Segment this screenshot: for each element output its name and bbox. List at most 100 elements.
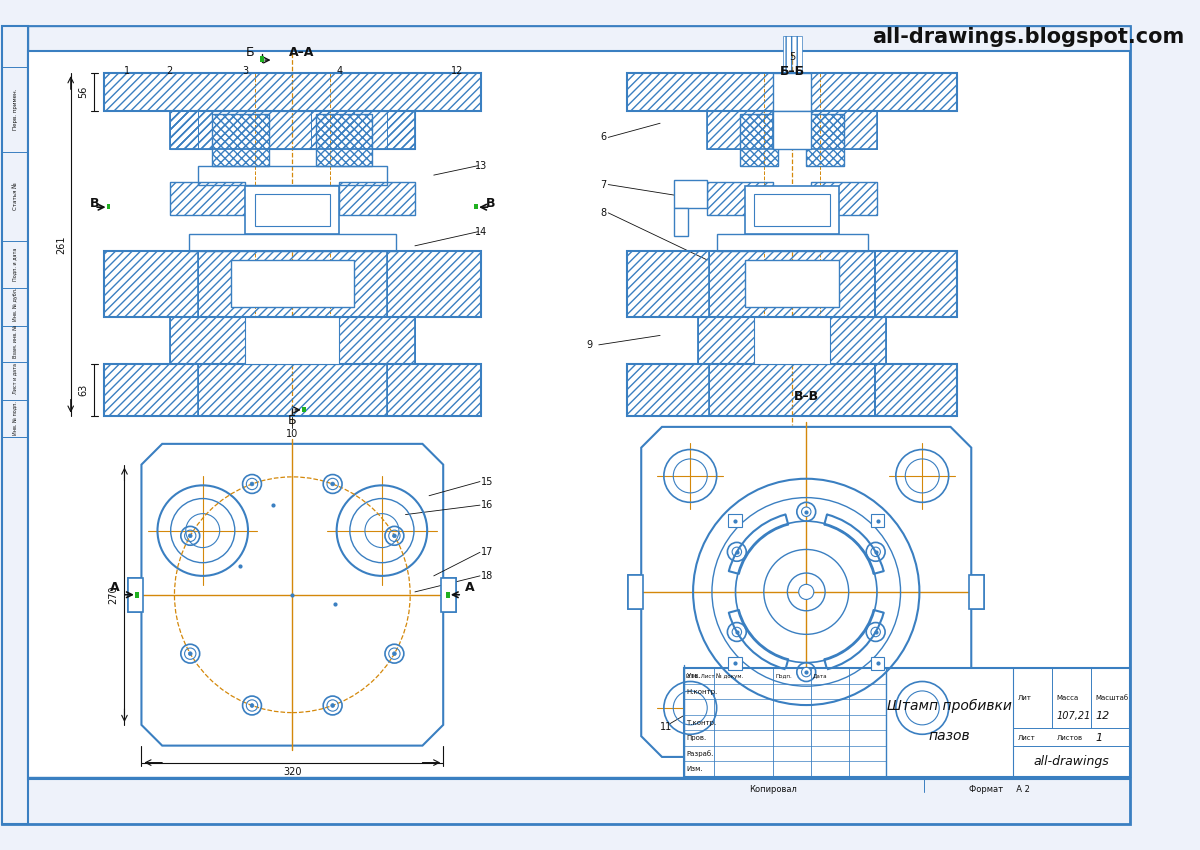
Bar <box>628 251 709 316</box>
Circle shape <box>188 534 192 538</box>
Text: Пров.: Пров. <box>686 735 707 741</box>
Bar <box>728 514 742 527</box>
Text: Б: Б <box>288 414 296 427</box>
Bar <box>773 111 811 149</box>
Circle shape <box>392 652 396 655</box>
Bar <box>707 182 773 215</box>
Text: Утв.: Утв. <box>686 673 701 679</box>
Text: 5: 5 <box>788 52 796 62</box>
Text: 12: 12 <box>451 66 463 76</box>
Bar <box>103 73 481 111</box>
Bar <box>103 251 198 316</box>
Text: А–А: А–А <box>289 46 314 59</box>
Bar <box>103 364 198 416</box>
Bar <box>169 111 198 149</box>
Bar <box>709 251 874 316</box>
Bar <box>316 114 372 166</box>
Bar <box>740 114 778 166</box>
Bar <box>628 73 958 111</box>
Bar <box>698 316 887 364</box>
Bar <box>2 26 29 824</box>
Bar <box>728 657 742 670</box>
Bar <box>198 364 386 416</box>
Bar <box>103 251 481 316</box>
Text: 56: 56 <box>78 86 88 99</box>
Bar <box>103 364 481 416</box>
Bar <box>875 251 958 316</box>
Bar <box>198 251 386 316</box>
Bar <box>442 578 456 612</box>
Text: all-drawings.blogspot.com: all-drawings.blogspot.com <box>871 27 1184 48</box>
Bar <box>628 575 643 609</box>
Text: Лист: Лист <box>1018 734 1036 740</box>
Text: 2: 2 <box>167 66 173 76</box>
Text: 10: 10 <box>286 429 299 439</box>
Bar <box>707 182 773 215</box>
Text: 107,21: 107,21 <box>1056 711 1091 721</box>
Text: 17: 17 <box>481 547 493 558</box>
Bar <box>29 26 1129 51</box>
Bar <box>301 407 306 411</box>
Text: 16: 16 <box>481 500 493 510</box>
Bar <box>811 111 877 149</box>
Bar <box>875 364 958 416</box>
Text: 11: 11 <box>660 722 672 732</box>
Text: № докум.: № докум. <box>715 673 743 679</box>
Circle shape <box>250 704 254 707</box>
Bar <box>446 592 450 598</box>
Bar <box>740 114 778 166</box>
Bar <box>103 364 198 416</box>
Bar <box>755 194 830 226</box>
Bar <box>128 578 143 612</box>
Bar <box>386 364 481 416</box>
Text: Масштаб: Масштаб <box>1096 695 1129 701</box>
Bar <box>755 316 830 364</box>
Bar <box>311 111 354 149</box>
Circle shape <box>331 482 335 486</box>
Text: Подп.: Подп. <box>775 673 792 678</box>
Bar <box>134 592 139 598</box>
Bar <box>386 251 481 316</box>
Text: Разраб.: Разраб. <box>686 750 714 756</box>
Text: 6: 6 <box>600 133 606 143</box>
Bar <box>628 73 958 111</box>
Bar <box>811 111 877 149</box>
Bar <box>260 56 264 62</box>
Text: Масса: Масса <box>1056 695 1079 701</box>
Text: 18: 18 <box>481 571 493 581</box>
Bar <box>169 316 415 364</box>
Text: 1: 1 <box>125 66 131 76</box>
Bar <box>169 111 415 149</box>
Bar <box>169 316 415 364</box>
Circle shape <box>732 627 742 637</box>
Bar <box>103 73 481 111</box>
Text: 8: 8 <box>600 208 606 218</box>
Bar <box>773 73 811 111</box>
Text: Дата: Дата <box>812 673 828 678</box>
Text: Б: Б <box>246 46 254 59</box>
Text: Изм.: Изм. <box>686 766 703 772</box>
Text: А: А <box>464 581 474 593</box>
Bar <box>103 364 198 416</box>
Text: 7: 7 <box>600 179 607 190</box>
Bar <box>709 251 874 316</box>
Bar <box>169 111 415 149</box>
Bar <box>169 111 212 149</box>
Circle shape <box>188 652 192 655</box>
Text: А: А <box>110 581 120 593</box>
Bar <box>740 114 778 166</box>
Circle shape <box>392 534 396 538</box>
Bar <box>782 36 802 111</box>
Text: 15: 15 <box>481 477 493 486</box>
Bar <box>745 260 839 307</box>
Bar <box>707 111 773 149</box>
Bar <box>386 251 481 316</box>
Text: 261: 261 <box>56 235 66 253</box>
Bar <box>806 114 844 166</box>
Bar <box>212 114 269 166</box>
Bar <box>628 364 709 416</box>
Circle shape <box>799 584 814 599</box>
Text: 12: 12 <box>1096 711 1110 721</box>
Text: Инв. № дубл.: Инв. № дубл. <box>12 287 18 321</box>
Bar <box>684 668 1129 777</box>
